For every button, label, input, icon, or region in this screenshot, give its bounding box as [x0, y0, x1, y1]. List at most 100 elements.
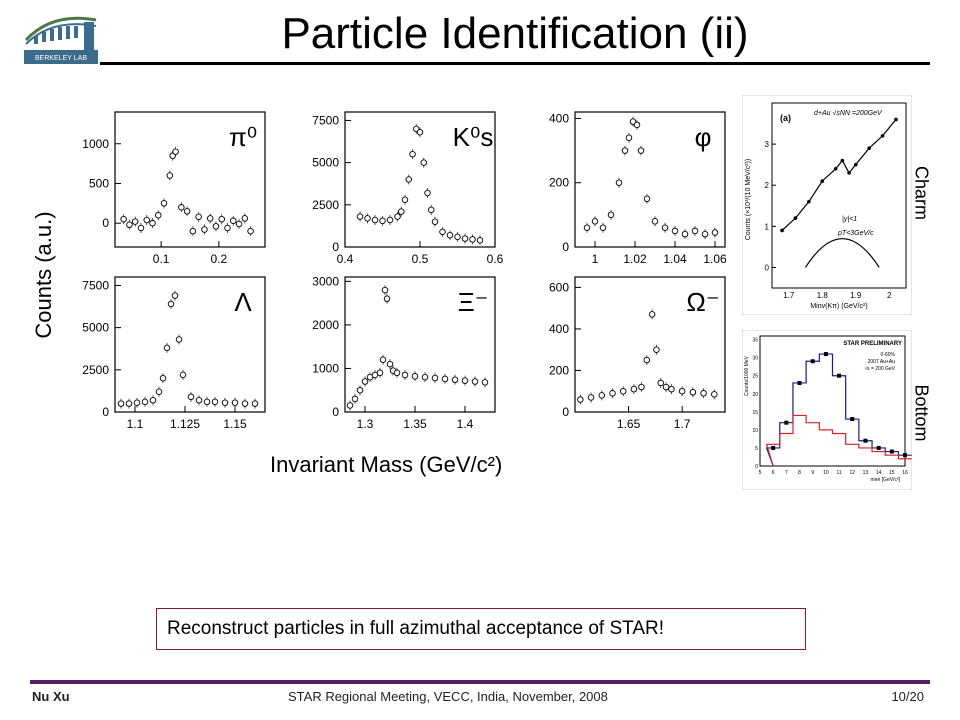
phi-panel: 1 1.02 1.04 1.06 0 200 400 φ: [549, 111, 727, 266]
footer-rule: [30, 680, 930, 684]
x-tick-label: 1.7: [783, 291, 795, 300]
plot-frame: [759, 335, 906, 467]
data-point: [701, 230, 709, 238]
x-tick-label: 7: [785, 470, 788, 476]
xi-panel: 1.3 1.35 1.4 0 1000 2000 3000 Ξ⁻: [312, 274, 496, 431]
data-point: [823, 352, 828, 357]
footer-author: Nu Xu: [32, 689, 70, 704]
y-tick-label: 0: [102, 216, 109, 230]
y-tick-label: 600: [549, 280, 569, 294]
y-tick-label: 10: [752, 428, 758, 434]
data-point: [351, 395, 359, 403]
x-tick-label: 10: [823, 470, 829, 476]
bottom-ylabel: Counts/1000 MeV: [744, 355, 750, 396]
data-point: [189, 227, 197, 235]
data-point: [583, 224, 591, 231]
y-tick-label: 25: [752, 374, 758, 380]
bottom-legend: √s = 200 GeV: [864, 365, 895, 372]
data-point: [894, 117, 898, 122]
y-tick-label: 0: [102, 405, 109, 419]
y-tick-label: 200: [549, 363, 569, 377]
data-point: [224, 224, 231, 232]
x-tick-label: 2: [887, 291, 892, 300]
data-point: [598, 392, 606, 399]
x-tick-label: 0.4: [337, 252, 354, 266]
data-point: [211, 398, 219, 406]
data-point: [784, 420, 789, 425]
y-tick-label: 2500: [312, 198, 339, 212]
data-point: [668, 385, 675, 393]
data-point: [661, 224, 669, 231]
x-tick-label: 15: [889, 470, 895, 476]
data-point: [421, 373, 429, 381]
x-tick-label: 1.9: [850, 291, 862, 300]
data-point: [143, 216, 150, 224]
data-point: [454, 233, 461, 241]
data-point: [689, 389, 697, 396]
x-tick-label: 0.1: [153, 252, 170, 266]
data-point: [212, 223, 220, 230]
data-point: [416, 129, 424, 136]
x-tick-label: 14: [876, 470, 882, 476]
conclusion-box: Reconstruct particles in full azimuthal …: [156, 608, 806, 650]
x-tick-label: 0.5: [412, 252, 429, 266]
data-point: [793, 216, 798, 220]
plot-frame: [114, 111, 266, 248]
x-tick-label: 1.06: [703, 252, 727, 266]
data-point: [137, 224, 145, 232]
data-point: [195, 396, 203, 404]
y-tick-label: 7500: [312, 113, 339, 127]
data-point: [126, 221, 133, 229]
data-point: [651, 218, 659, 225]
title-underline: [100, 62, 930, 65]
data-point: [780, 228, 784, 233]
y-tick-label: 3000: [312, 274, 339, 288]
y-tick-label: 1: [765, 222, 770, 231]
y-tick-label: 3: [765, 140, 770, 149]
data-point: [700, 390, 707, 397]
particle-label: φ: [695, 122, 712, 152]
data-point: [469, 236, 476, 243]
y-tick-label: 2000: [312, 318, 339, 332]
x-tick-label: 16: [902, 470, 908, 476]
data-point: [401, 371, 409, 379]
data-point: [637, 147, 645, 154]
data-point: [638, 383, 645, 391]
data-point: [671, 227, 679, 235]
data-point: [361, 378, 369, 385]
data-point: [155, 388, 163, 395]
data-point: [643, 356, 651, 364]
charm-annotation: |y|<1: [842, 216, 857, 223]
y-tick-label: 400: [549, 111, 569, 125]
data-point: [386, 360, 394, 368]
data-point: [439, 228, 446, 236]
data-point: [397, 208, 405, 215]
data-point: [451, 376, 459, 384]
data-point: [218, 215, 225, 223]
x-tick-label: 1: [592, 252, 599, 266]
data-point: [481, 379, 489, 386]
x-tick-label: 5: [759, 470, 762, 476]
data-point: [117, 400, 125, 407]
y-tick-label: 0: [562, 405, 569, 419]
charm-panel: 0 1 2 3 1.7 1.8 1.9 2 Counts (×10³/(10 MeV/c²)) M…: [742, 95, 912, 315]
data-point: [160, 200, 168, 207]
data-point: [840, 158, 845, 163]
data-point: [376, 369, 384, 377]
data-point: [427, 206, 435, 214]
footer-meeting: STAR Regional Meeting, VECC, India, Nove…: [288, 689, 608, 704]
data-point: [863, 438, 868, 443]
data-point: [383, 295, 391, 303]
data-point: [903, 453, 907, 458]
charm-ylabel: Counts (×10³/(10 MeV/c²)): [745, 159, 752, 241]
data-point: [441, 375, 449, 383]
data-point: [662, 383, 670, 391]
data-point: [810, 359, 815, 364]
data-point: [251, 400, 259, 407]
y-tick-label: 400: [549, 322, 569, 336]
data-point: [356, 386, 364, 394]
data-point: [401, 196, 409, 203]
data-point: [381, 286, 389, 294]
charm-label: Charm: [911, 165, 932, 221]
